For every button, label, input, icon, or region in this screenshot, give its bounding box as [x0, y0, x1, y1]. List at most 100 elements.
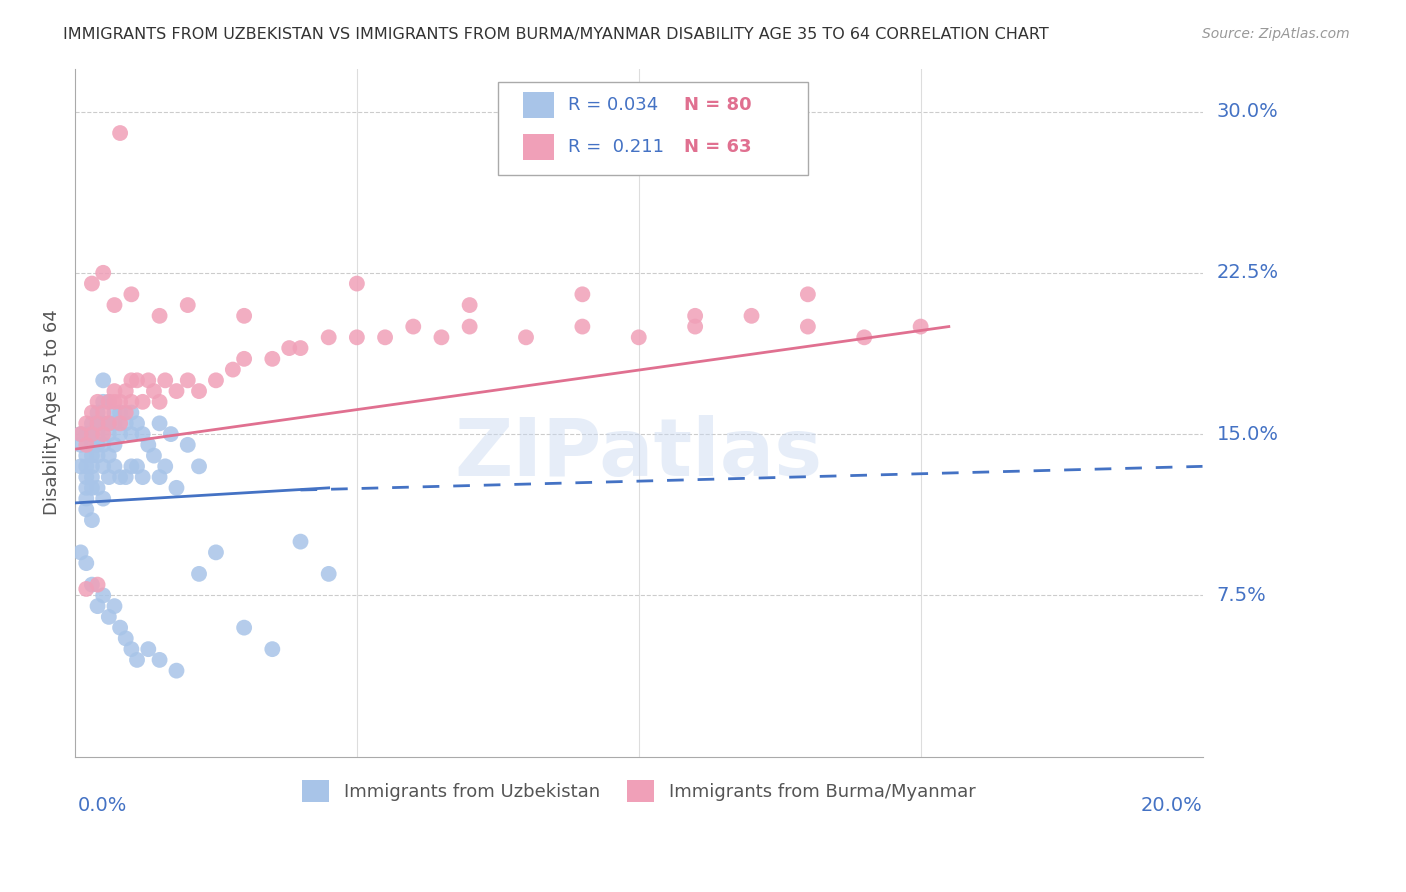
Text: 15.0%: 15.0%: [1216, 425, 1278, 443]
Point: [69, 545, 91, 559]
Point: [86, 481, 108, 495]
Point: [103, 394, 125, 409]
Point: [290, 534, 312, 549]
Point: [91, 438, 114, 452]
Point: [114, 417, 136, 431]
Point: [80, 513, 103, 527]
Point: [318, 330, 340, 344]
Point: [91, 266, 114, 280]
Point: [125, 417, 148, 431]
Point: [346, 330, 368, 344]
Point: [120, 459, 142, 474]
Point: [108, 406, 131, 420]
Point: [120, 406, 142, 420]
Point: [86, 599, 108, 614]
Point: [155, 373, 177, 387]
Point: [177, 438, 200, 452]
Point: [108, 417, 131, 431]
Text: ZIPatlas: ZIPatlas: [454, 415, 823, 493]
Point: [188, 459, 211, 474]
Point: [80, 427, 103, 442]
Point: [136, 438, 159, 452]
Point: [683, 309, 706, 323]
Point: [278, 341, 301, 355]
Point: [374, 330, 396, 344]
Point: [910, 319, 932, 334]
Text: Source: ZipAtlas.com: Source: ZipAtlas.com: [1202, 27, 1350, 41]
Text: 20.0%: 20.0%: [1140, 796, 1202, 814]
Point: [797, 287, 820, 301]
Point: [136, 642, 159, 657]
Point: [80, 470, 103, 484]
Point: [683, 319, 706, 334]
Text: IMMIGRANTS FROM UZBEKISTAN VS IMMIGRANTS FROM BURMA/MYANMAR DISABILITY AGE 35 TO: IMMIGRANTS FROM UZBEKISTAN VS IMMIGRANTS…: [63, 27, 1049, 42]
Text: R =  0.211: R = 0.211: [568, 138, 664, 156]
Point: [80, 406, 103, 420]
Point: [114, 632, 136, 646]
Text: N = 63: N = 63: [683, 138, 751, 156]
Point: [75, 427, 97, 442]
Point: [86, 427, 108, 442]
Point: [148, 394, 170, 409]
Point: [86, 417, 108, 431]
Point: [142, 449, 165, 463]
Point: [222, 362, 245, 376]
Point: [114, 406, 136, 420]
Point: [97, 394, 120, 409]
Point: [262, 351, 284, 366]
Point: [571, 287, 593, 301]
Point: [166, 481, 188, 495]
Point: [75, 556, 97, 570]
Text: 30.0%: 30.0%: [1216, 102, 1278, 121]
Point: [125, 373, 148, 387]
Point: [627, 330, 650, 344]
Point: [797, 319, 820, 334]
Point: [91, 588, 114, 602]
Point: [120, 642, 142, 657]
Point: [741, 309, 763, 323]
Point: [120, 287, 142, 301]
Point: [142, 384, 165, 398]
Point: [125, 459, 148, 474]
Point: [91, 459, 114, 474]
Point: [177, 373, 200, 387]
Text: 0.0%: 0.0%: [77, 796, 127, 814]
Point: [75, 438, 97, 452]
Point: [80, 449, 103, 463]
Point: [166, 384, 188, 398]
Point: [86, 417, 108, 431]
Point: [97, 610, 120, 624]
Point: [86, 577, 108, 591]
Point: [108, 126, 131, 140]
Point: [91, 417, 114, 431]
Point: [188, 384, 211, 398]
Point: [125, 653, 148, 667]
Point: [120, 394, 142, 409]
Point: [160, 427, 183, 442]
Point: [103, 459, 125, 474]
Point: [86, 406, 108, 420]
Point: [114, 470, 136, 484]
Point: [131, 427, 153, 442]
Text: R = 0.034: R = 0.034: [568, 95, 658, 113]
Point: [103, 438, 125, 452]
Point: [108, 470, 131, 484]
Point: [108, 621, 131, 635]
Point: [103, 384, 125, 398]
Point: [86, 438, 108, 452]
Point: [290, 341, 312, 355]
Point: [80, 417, 103, 431]
Point: [97, 417, 120, 431]
Point: [75, 449, 97, 463]
Point: [103, 599, 125, 614]
Point: [233, 309, 256, 323]
FancyBboxPatch shape: [498, 82, 808, 175]
Point: [91, 406, 114, 420]
Point: [97, 449, 120, 463]
Point: [166, 664, 188, 678]
Point: [136, 373, 159, 387]
Point: [69, 427, 91, 442]
Point: [86, 449, 108, 463]
Point: [318, 566, 340, 581]
Point: [108, 427, 131, 442]
